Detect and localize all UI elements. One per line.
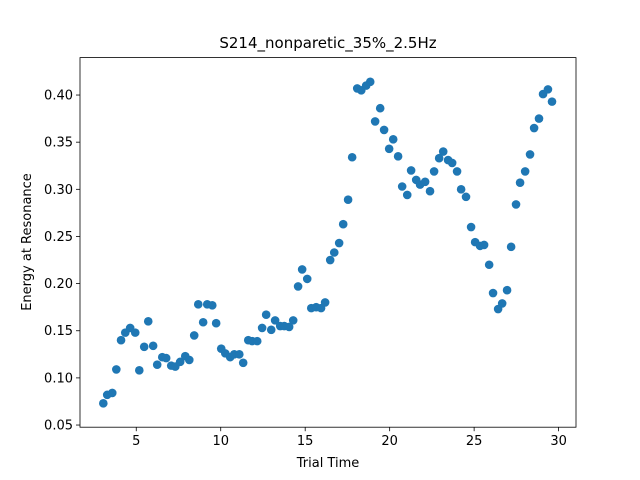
point bbox=[515, 178, 525, 188]
x-tick-label: 10 bbox=[212, 434, 229, 449]
point bbox=[329, 248, 339, 257]
point bbox=[343, 195, 353, 204]
point bbox=[338, 219, 348, 229]
point bbox=[461, 192, 471, 202]
point bbox=[270, 316, 280, 325]
point bbox=[375, 103, 385, 113]
x-tick-label: 15 bbox=[297, 434, 314, 449]
y-tick-label: 0.35 bbox=[44, 136, 73, 151]
point bbox=[406, 166, 416, 175]
point bbox=[365, 77, 375, 87]
x-tick-label: 20 bbox=[381, 434, 398, 449]
point bbox=[525, 150, 535, 159]
point bbox=[302, 274, 312, 284]
point bbox=[185, 355, 194, 365]
point bbox=[334, 238, 344, 248]
point bbox=[193, 300, 203, 309]
point bbox=[484, 260, 494, 270]
chart-title: S214_nonparetic_35%_2.5Hz bbox=[219, 34, 436, 53]
point bbox=[379, 125, 389, 135]
y-tick-label: 0.10 bbox=[44, 371, 73, 386]
point bbox=[429, 167, 439, 176]
point bbox=[438, 147, 448, 156]
point bbox=[547, 97, 557, 106]
x-axis-label: Trial Time bbox=[296, 456, 360, 471]
point bbox=[320, 298, 330, 307]
point bbox=[143, 317, 153, 326]
y-tick-label: 0.40 bbox=[44, 89, 73, 104]
point bbox=[238, 358, 248, 368]
point bbox=[261, 310, 271, 320]
point bbox=[116, 335, 126, 345]
point bbox=[447, 158, 457, 168]
x-tick-label: 30 bbox=[550, 434, 567, 449]
point bbox=[266, 325, 276, 335]
point bbox=[130, 328, 140, 337]
point bbox=[161, 353, 171, 363]
point bbox=[175, 357, 185, 367]
point bbox=[511, 200, 521, 209]
point bbox=[207, 300, 217, 310]
point bbox=[189, 331, 199, 340]
point bbox=[388, 135, 398, 144]
y-tick-label: 0.15 bbox=[44, 324, 73, 339]
point bbox=[293, 282, 303, 291]
point bbox=[112, 365, 121, 374]
point bbox=[235, 350, 244, 359]
point bbox=[198, 317, 208, 327]
y-tick-label: 0.20 bbox=[44, 277, 73, 292]
point bbox=[452, 167, 462, 176]
point bbox=[297, 265, 307, 274]
y-axis-label: Energy at Resonance bbox=[20, 173, 35, 311]
point bbox=[134, 366, 144, 375]
point bbox=[479, 240, 489, 250]
point bbox=[456, 185, 466, 194]
point bbox=[211, 318, 221, 328]
point bbox=[370, 117, 380, 126]
point bbox=[257, 323, 267, 333]
point bbox=[466, 222, 476, 232]
point bbox=[252, 336, 262, 346]
y-tick-label: 0.05 bbox=[44, 419, 73, 434]
point bbox=[529, 123, 539, 133]
x-tick-label: 25 bbox=[466, 434, 483, 449]
y-tick-label: 0.25 bbox=[44, 230, 73, 245]
point bbox=[520, 167, 530, 176]
x-tick-label: 5 bbox=[132, 434, 140, 449]
point bbox=[434, 153, 444, 163]
point bbox=[152, 360, 162, 369]
point bbox=[497, 299, 507, 308]
point bbox=[534, 114, 544, 123]
point bbox=[99, 399, 108, 408]
point bbox=[139, 342, 149, 352]
point bbox=[148, 341, 158, 351]
y-tick-label: 0.30 bbox=[44, 183, 73, 198]
plot-frame bbox=[79, 57, 577, 428]
point bbox=[506, 242, 516, 252]
point bbox=[393, 152, 403, 161]
point bbox=[488, 288, 498, 298]
point bbox=[284, 322, 294, 332]
point bbox=[288, 316, 298, 325]
point bbox=[420, 177, 430, 187]
point bbox=[502, 285, 512, 295]
point bbox=[543, 85, 553, 94]
point bbox=[425, 186, 435, 196]
point bbox=[325, 255, 335, 265]
point bbox=[402, 190, 412, 200]
point bbox=[347, 152, 357, 162]
point bbox=[397, 182, 407, 191]
point bbox=[107, 388, 117, 398]
point bbox=[384, 144, 394, 154]
